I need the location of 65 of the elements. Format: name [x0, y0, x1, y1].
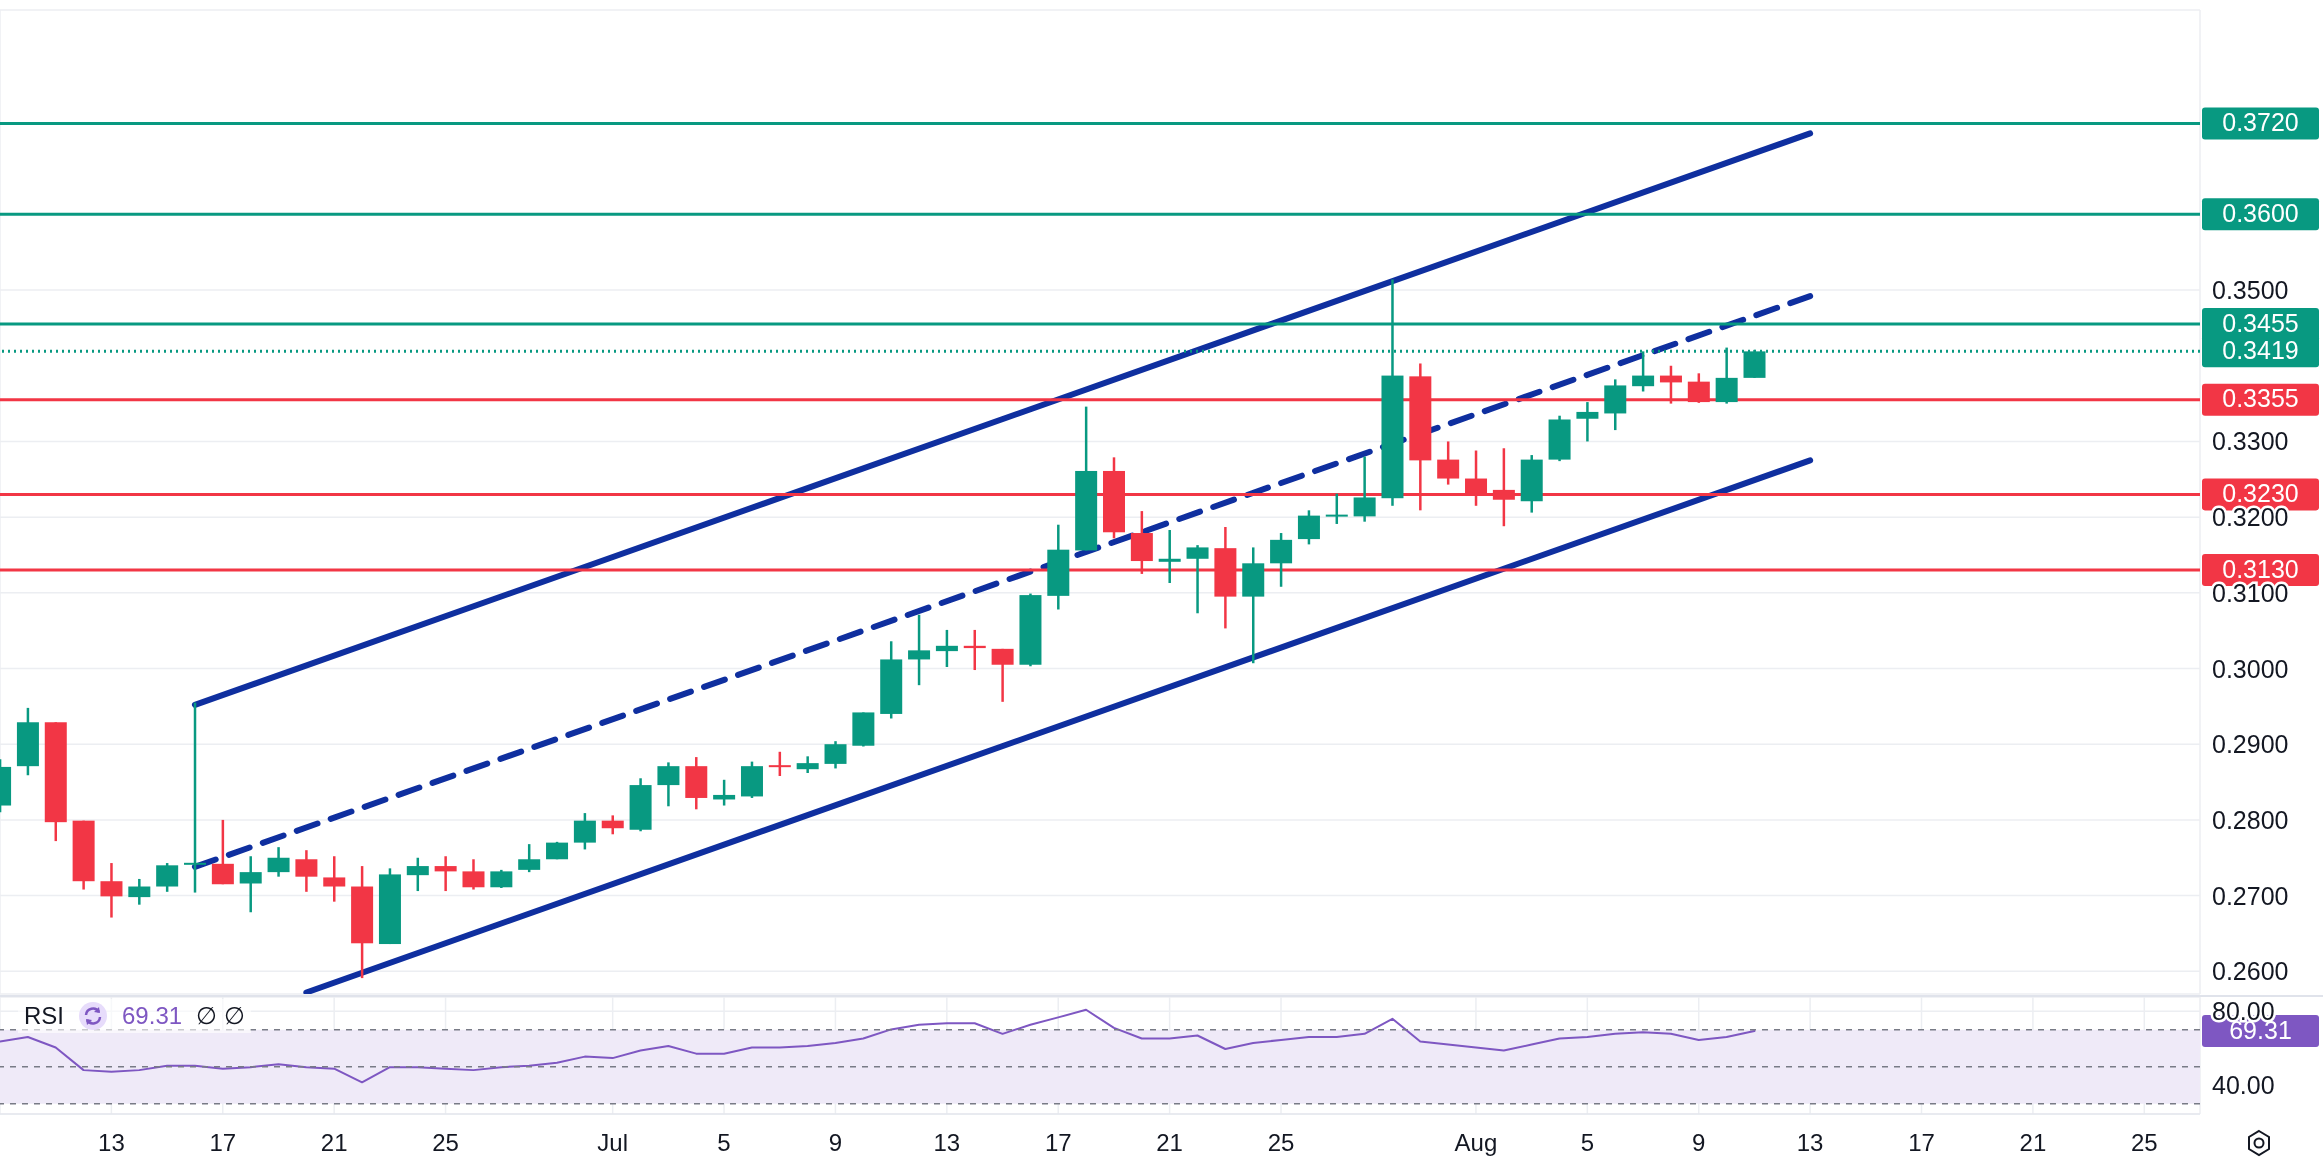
candlestick [1158, 528, 1181, 585]
candlestick [1576, 400, 1599, 443]
candlestick [1437, 440, 1460, 486]
x-tick-label: 5 [717, 1129, 731, 1157]
y-tick-label: 0.3300 [2212, 427, 2289, 456]
candlestick [100, 861, 123, 919]
candlestick [573, 811, 596, 851]
candlestick [935, 628, 958, 669]
candlestick [462, 858, 485, 891]
ref-line-label: 0.3600 [2222, 198, 2299, 227]
candlestick [239, 854, 262, 914]
candlestick [1353, 455, 1376, 523]
ref-line-label: 0.3455 [2222, 308, 2299, 337]
x-tick-label: 25 [2130, 1129, 2158, 1157]
candlestick [991, 647, 1014, 704]
y-tick-label: 0.3000 [2212, 654, 2289, 683]
candlestick [601, 814, 624, 836]
candlestick [1325, 492, 1348, 526]
candlestick [490, 868, 513, 890]
x-tick-label: Aug [1454, 1129, 1498, 1157]
candlestick [211, 818, 234, 886]
x-tick-label: 21 [2019, 1129, 2047, 1157]
x-tick-label: 9 [1692, 1129, 1706, 1157]
candlestick [128, 877, 151, 906]
x-tick-label: 13 [933, 1129, 961, 1157]
candlestick [434, 854, 457, 893]
y-tick-label: 0.3500 [2212, 276, 2289, 305]
y-tick-label: 0.2700 [2212, 881, 2289, 910]
candlestick [1297, 509, 1320, 546]
candlestick [1270, 531, 1293, 589]
candlestick [406, 856, 429, 893]
y-tick-label: 40.00 [2212, 1071, 2275, 1100]
candlestick [657, 761, 680, 808]
candlestick [267, 845, 290, 878]
line-series [0, 1008, 1756, 1084]
candlestick [323, 854, 346, 903]
candlestick [824, 739, 847, 770]
x-tick-label: 21 [320, 1129, 348, 1157]
y-tick-label: 0.2800 [2212, 805, 2289, 834]
x-tick-label: 21 [1156, 1129, 1183, 1157]
candlestick [295, 848, 318, 894]
candlestick [184, 701, 207, 894]
candlestick [1186, 543, 1209, 615]
x-tick-label: 17 [209, 1129, 237, 1157]
x-tick-label: 9 [828, 1129, 843, 1157]
ref-line-label: 0.3419 [2222, 335, 2299, 364]
x-tick-label: 17 [1908, 1129, 1935, 1157]
x-tick-label: 13 [98, 1129, 125, 1157]
x-tick-label: 25 [1267, 1129, 1295, 1157]
x-tick-label: 13 [1796, 1129, 1824, 1157]
annotation: ∅ ∅ [196, 1002, 245, 1030]
chart-title: RSI [24, 1002, 65, 1030]
candlestick [156, 861, 179, 894]
y-tick-label: 0.2900 [2212, 730, 2289, 759]
candlestick [518, 842, 541, 874]
annotation: 69.31 [122, 1002, 183, 1030]
ref-line-label: 0.3355 [2222, 384, 2299, 413]
ref-line-label: 0.3720 [2222, 108, 2299, 137]
x-tick-label: 17 [1044, 1129, 1072, 1157]
candlestick [908, 613, 931, 687]
candlestick [768, 750, 791, 778]
y-tick-label: 0.2600 [2212, 957, 2289, 986]
x-tick-label: 25 [432, 1129, 459, 1157]
x-tick-label: 5 [1580, 1129, 1595, 1157]
x-tick-label: Jul [597, 1129, 628, 1157]
